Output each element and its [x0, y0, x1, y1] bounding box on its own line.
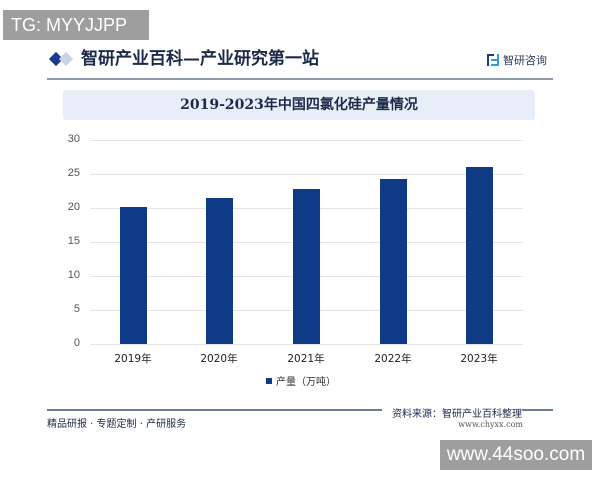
bar-2022年 — [379, 178, 407, 344]
footer-tagline: 精品研报 · 专题定制 · 产研服务 — [47, 419, 187, 430]
footer-divider — [47, 409, 553, 411]
header-title: 智研产业百科—产业研究第一站 — [81, 49, 319, 69]
legend-label: 产量（万吨） — [276, 377, 336, 388]
tg-label: TG: MYYJJPP — [3, 10, 149, 40]
chart-title: 2019-2023年中国四氯化硅产量情况 — [63, 90, 535, 120]
legend-swatch — [266, 377, 272, 384]
bar-2023年 — [465, 167, 493, 344]
source-note: 资料来源：智研产业百科整理 — [382, 405, 522, 420]
gridline — [90, 174, 523, 175]
source-url: www.chyxx.com — [458, 420, 523, 429]
x-tick-label: 2019年 — [114, 353, 152, 365]
x-tick-label: 2023年 — [460, 353, 498, 365]
brand-logo-icon — [487, 54, 499, 66]
y-tick-label: 20 — [67, 201, 80, 213]
gridline — [90, 344, 523, 345]
x-tick-label: 2021年 — [287, 353, 325, 365]
y-tick-label: 0 — [73, 337, 80, 349]
gridline — [90, 140, 523, 141]
y-tick-label: 30 — [67, 133, 80, 145]
bar-2020年 — [205, 198, 233, 344]
brand: 智研咨询 — [487, 52, 547, 68]
y-tick-label: 5 — [73, 303, 80, 315]
brand-name: 智研咨询 — [503, 54, 547, 67]
y-tick-label: 15 — [67, 235, 80, 247]
bar-2021年 — [292, 188, 320, 344]
chart-legend: 产量（万吨） — [266, 373, 336, 388]
bar-2019年 — [119, 206, 147, 344]
y-tick-label: 25 — [67, 167, 80, 179]
watermark-url: www.44soo.com — [440, 440, 592, 470]
x-tick-label: 2020年 — [200, 353, 238, 365]
y-tick-label: 10 — [67, 269, 80, 281]
page-header: 智研产业百科—产业研究第一站 智研咨询 — [47, 46, 553, 80]
x-tick-label: 2022年 — [374, 353, 412, 365]
